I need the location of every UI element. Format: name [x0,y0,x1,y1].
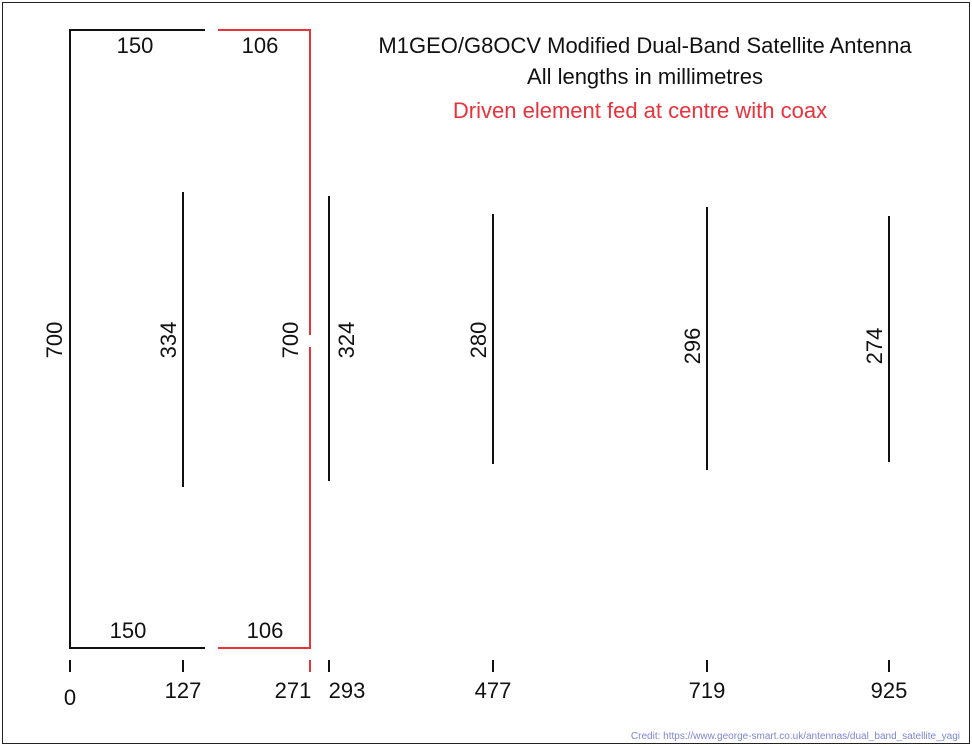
element-5: 274 [862,216,890,462]
driven-outline-lower [218,347,311,649]
credit-link[interactable]: Credit: https://www.george-smart.co.uk/a… [631,731,960,742]
tick-label-477: 477 [475,678,512,703]
element-4-length-label: 296 [680,328,705,365]
tick-label-271: 271 [275,678,312,703]
reflector-bottom-width-label: 150 [110,618,147,643]
driven-height-label: 700 [278,322,303,359]
tick-label-127: 127 [165,678,202,703]
diagram-title: M1GEO/G8OCV Modified Dual-Band Satellite… [378,33,912,58]
diagram-subtitle: All lengths in millimetres [527,64,763,89]
element-5-length-label: 274 [862,328,887,365]
driven-bottom-width-label: 106 [247,618,284,643]
element-2: 324 [328,196,359,481]
element-3: 280 [466,214,494,464]
reflector-outline [69,29,205,649]
driven-top-width-label: 106 [242,33,279,58]
reflector-height-label: 700 [42,322,67,359]
element-2-length-label: 324 [334,322,359,359]
driven-outline-upper [218,29,311,335]
driven-element-loop [218,29,311,649]
tick-label-0: 0 [64,685,76,710]
element-3-length-label: 280 [466,322,491,359]
reflector-loop [69,29,205,649]
tick-label-719: 719 [689,678,726,703]
element-4: 296 [680,207,708,470]
tick-label-293: 293 [329,678,366,703]
position-axis: 0 127 271 293 477 719 925 [64,660,907,710]
reflector-top-width-label: 150 [117,33,154,58]
element-1-length-label: 334 [156,322,181,359]
driven-feed-note: Driven element fed at centre with coax [453,98,827,123]
tick-label-925: 925 [871,678,908,703]
element-1: 334 [156,192,184,487]
